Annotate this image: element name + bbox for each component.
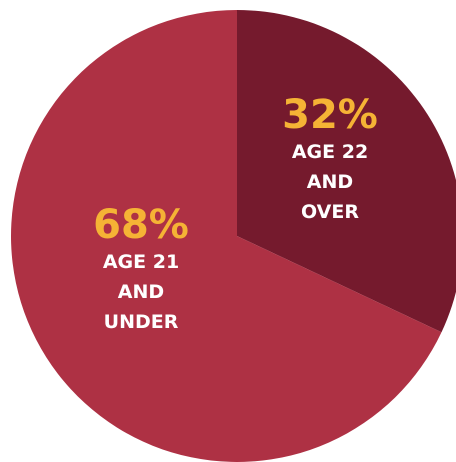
pie-slices xyxy=(11,10,456,462)
slice-category-label-0-1: AND xyxy=(307,171,353,193)
slice-category-label-1-1: AND xyxy=(118,281,164,303)
slice-percent-label-1: 68% xyxy=(93,202,189,248)
slice-category-label-0-2: OVER xyxy=(301,201,359,223)
pie-labels: 32% AGE 22 AND OVER 68% AGE 21 AND UNDER xyxy=(93,92,378,333)
slice-category-label-1-0: AGE 21 xyxy=(103,251,179,273)
slice-category-label-1-2: UNDER xyxy=(104,311,179,333)
pie-slice-1 xyxy=(11,10,442,462)
slice-percent-label-0: 32% xyxy=(282,92,378,138)
slice-category-label-0-0: AGE 22 xyxy=(292,141,368,163)
pie-slice-0 xyxy=(237,10,456,333)
